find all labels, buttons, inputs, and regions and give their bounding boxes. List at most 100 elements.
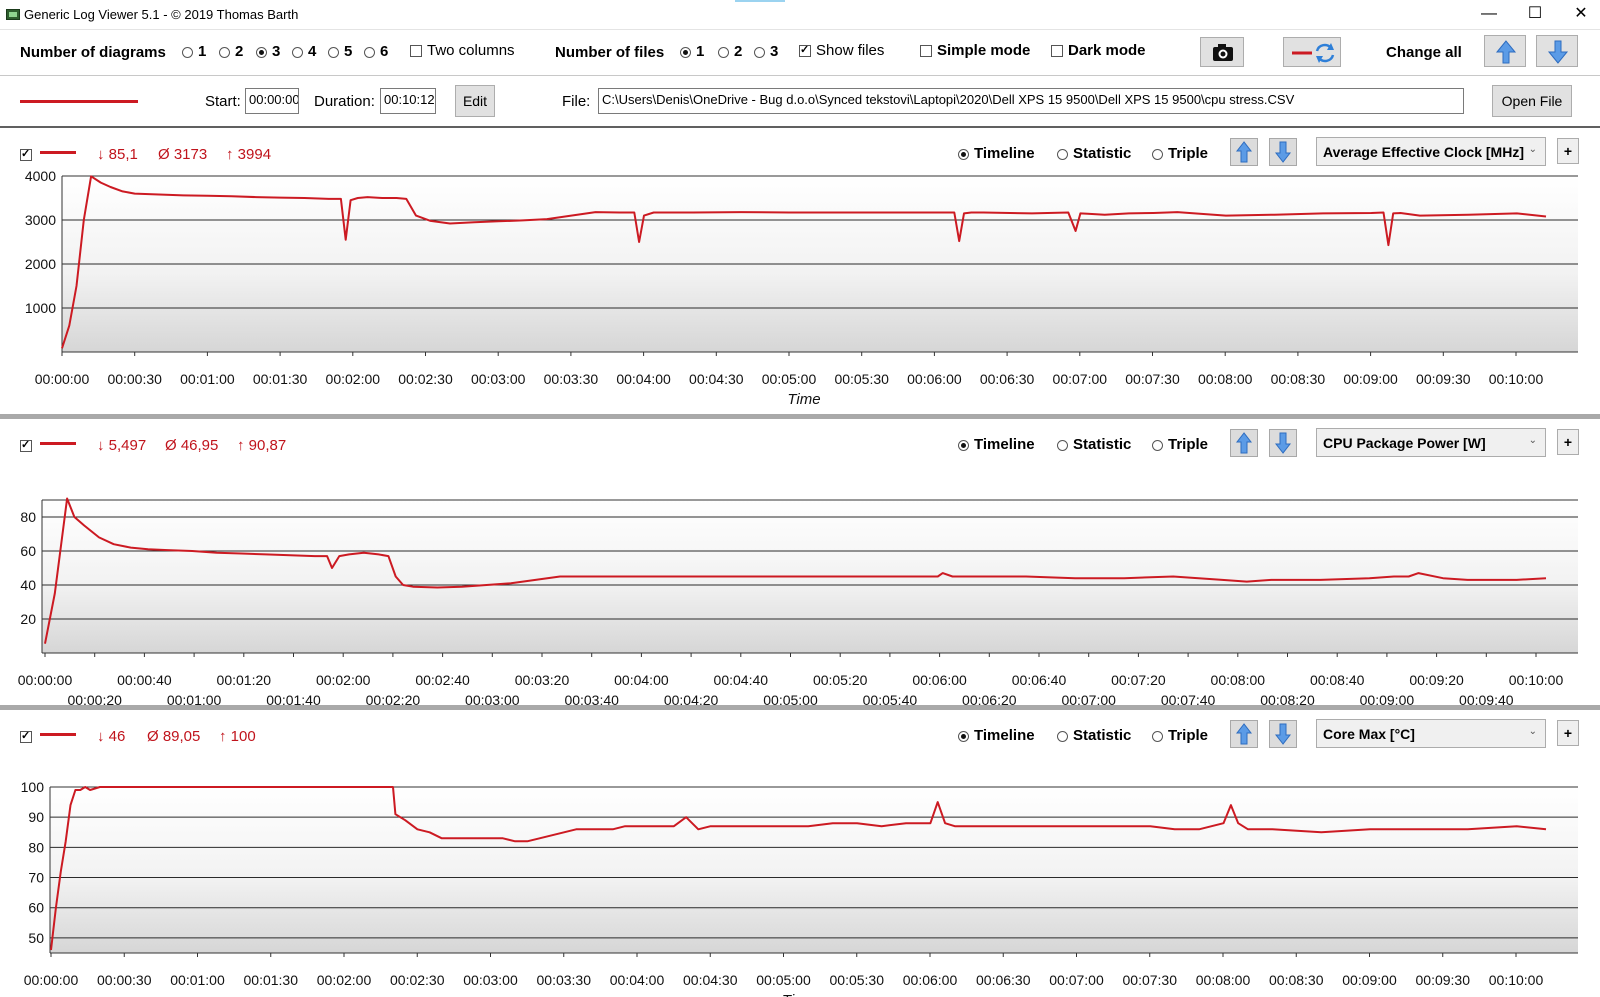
edit-button[interactable]: Edit <box>455 85 495 117</box>
x-tick-label: 00:09:00 <box>1343 371 1398 387</box>
duration-field[interactable]: 00:10:12 <box>380 88 436 114</box>
timeline-radio[interactable]: Timeline <box>958 727 1035 744</box>
statistic-radio[interactable]: Statistic <box>1057 727 1131 744</box>
radio-indicator <box>718 46 729 58</box>
panel-down-button[interactable] <box>1269 429 1297 457</box>
arrow-down-icon <box>1274 432 1292 454</box>
triple-radio[interactable]: Triple <box>1152 436 1208 453</box>
x-tick-label: 00:04:00 <box>610 972 665 988</box>
two-columns-checkbox[interactable]: Two columns <box>410 42 515 59</box>
statistic-radio[interactable]: Statistic <box>1057 145 1131 162</box>
diagrams-radio-5[interactable]: 5 <box>328 43 352 60</box>
y-tick-label: 80 <box>20 509 36 525</box>
x-tick-label: 00:09:00 <box>1342 972 1397 988</box>
radio-indicator <box>1057 148 1068 160</box>
panel-separator[interactable] <box>0 705 1600 710</box>
radio-indicator <box>1057 439 1068 451</box>
timeline-radio[interactable]: Timeline <box>958 145 1035 162</box>
stat-min: ↓ 5,497 <box>97 437 147 454</box>
diagrams-radio-6[interactable]: 6 <box>364 43 388 60</box>
arrow-up-icon <box>1235 723 1253 745</box>
series-color-sample[interactable] <box>40 151 76 154</box>
chevron-down-icon: ⌄ <box>1528 726 1537 737</box>
open-file-button[interactable]: Open File <box>1492 85 1572 117</box>
checkbox-box <box>920 45 932 58</box>
close-button[interactable]: ✕ <box>1574 5 1588 22</box>
x-tick-label: 00:04:20 <box>664 692 719 705</box>
maximize-button[interactable]: ☐ <box>1527 5 1543 22</box>
panel-up-button[interactable] <box>1230 720 1258 748</box>
radio-indicator <box>1152 439 1163 451</box>
arrow-down-icon <box>1547 40 1569 64</box>
files-radio-1[interactable]: 1 <box>680 43 704 60</box>
y-tick-label: 20 <box>20 611 36 627</box>
dark-mode-checkbox[interactable]: Dark mode <box>1051 42 1146 59</box>
triple-radio[interactable]: Triple <box>1152 145 1208 162</box>
series-color-sample[interactable] <box>40 733 76 736</box>
x-tick-label: 00:06:30 <box>980 371 1035 387</box>
x-tick-label: 00:01:40 <box>266 692 321 705</box>
add-series-button[interactable]: + <box>1557 429 1579 455</box>
panel-down-button[interactable] <box>1269 720 1297 748</box>
diagrams-radio-1[interactable]: 1 <box>182 43 206 60</box>
title-accent <box>735 0 785 2</box>
timeline-radio[interactable]: Timeline <box>958 436 1035 453</box>
x-tick-label: 00:08:00 <box>1198 371 1253 387</box>
x-tick-label: 00:01:00 <box>167 692 222 705</box>
arrow-down-icon <box>1274 723 1292 745</box>
checkbox-box <box>20 147 32 162</box>
file-line-color-sample[interactable] <box>20 100 138 103</box>
diagrams-radio-3[interactable]: 3 <box>256 43 280 60</box>
triple-radio[interactable]: Triple <box>1152 727 1208 744</box>
change-all-up-button[interactable] <box>1484 35 1526 67</box>
y-tick-label: 80 <box>28 839 44 855</box>
x-tick-label: 00:04:30 <box>689 371 744 387</box>
x-tick-label: 00:03:00 <box>465 692 520 705</box>
files-radio-2[interactable]: 2 <box>718 43 742 60</box>
x-tick-label: 00:08:30 <box>1269 972 1324 988</box>
x-tick-label: 00:09:00 <box>1360 692 1415 705</box>
add-series-button[interactable]: + <box>1557 138 1579 164</box>
refresh-icon <box>1315 43 1335 63</box>
screenshot-button[interactable] <box>1200 37 1244 67</box>
x-tick-label: 00:04:40 <box>714 672 769 688</box>
start-time-field[interactable]: 00:00:00 <box>245 88 299 114</box>
series-line <box>50 786 1547 951</box>
series-visible-checkbox[interactable] <box>20 146 32 162</box>
x-tick-label: 00:08:00 <box>1211 672 1266 688</box>
statistic-radio[interactable]: Statistic <box>1057 436 1131 453</box>
x-tick-label: 00:01:00 <box>170 972 225 988</box>
radio-indicator <box>958 148 969 160</box>
plot-area <box>50 787 1578 953</box>
diagrams-radio-4[interactable]: 4 <box>292 43 316 60</box>
sensor-select[interactable]: Average Effective Clock [MHz] ⌄ <box>1316 137 1546 166</box>
radio-indicator <box>680 46 691 58</box>
panel-up-button[interactable] <box>1230 138 1258 166</box>
start-label: Start: <box>205 93 241 110</box>
file-toolbar: Start: 00:00:00 Duration: 00:10:12 Edit … <box>0 78 1600 128</box>
arrow-up-icon <box>1235 141 1253 163</box>
chevron-down-icon: ⌄ <box>1528 144 1537 155</box>
diagram-panel-2: ↓ 5,497 Ø 46,95 ↑ 90,87 Timeline Statist… <box>0 420 1600 705</box>
files-radio-3[interactable]: 3 <box>754 43 778 60</box>
show-files-checkbox[interactable]: Show files <box>799 42 884 59</box>
series-color-sample[interactable] <box>40 442 76 445</box>
panel-up-button[interactable] <box>1230 429 1258 457</box>
x-tick-label: 00:02:00 <box>316 672 371 688</box>
line-refresh-button[interactable] <box>1283 37 1341 67</box>
series-visible-checkbox[interactable] <box>20 728 32 744</box>
series-visible-checkbox[interactable] <box>20 437 32 453</box>
add-series-button[interactable]: + <box>1557 720 1579 746</box>
simple-mode-checkbox[interactable]: Simple mode <box>920 42 1030 59</box>
x-tick-label: 00:07:00 <box>1049 972 1104 988</box>
x-tick-label: 00:03:30 <box>537 972 592 988</box>
diagrams-radio-2[interactable]: 2 <box>219 43 243 60</box>
sensor-select[interactable]: CPU Package Power [W] ⌄ <box>1316 428 1546 457</box>
panel-down-button[interactable] <box>1269 138 1297 166</box>
minimize-button[interactable]: — <box>1481 5 1497 22</box>
file-path-field[interactable]: C:\Users\Denis\OneDrive - Bug d.o.o\Sync… <box>598 88 1464 114</box>
radio-indicator <box>292 46 303 58</box>
change-all-down-button[interactable] <box>1536 35 1578 67</box>
panel-separator[interactable] <box>0 414 1600 419</box>
sensor-select[interactable]: Core Max [°C] ⌄ <box>1316 719 1546 748</box>
